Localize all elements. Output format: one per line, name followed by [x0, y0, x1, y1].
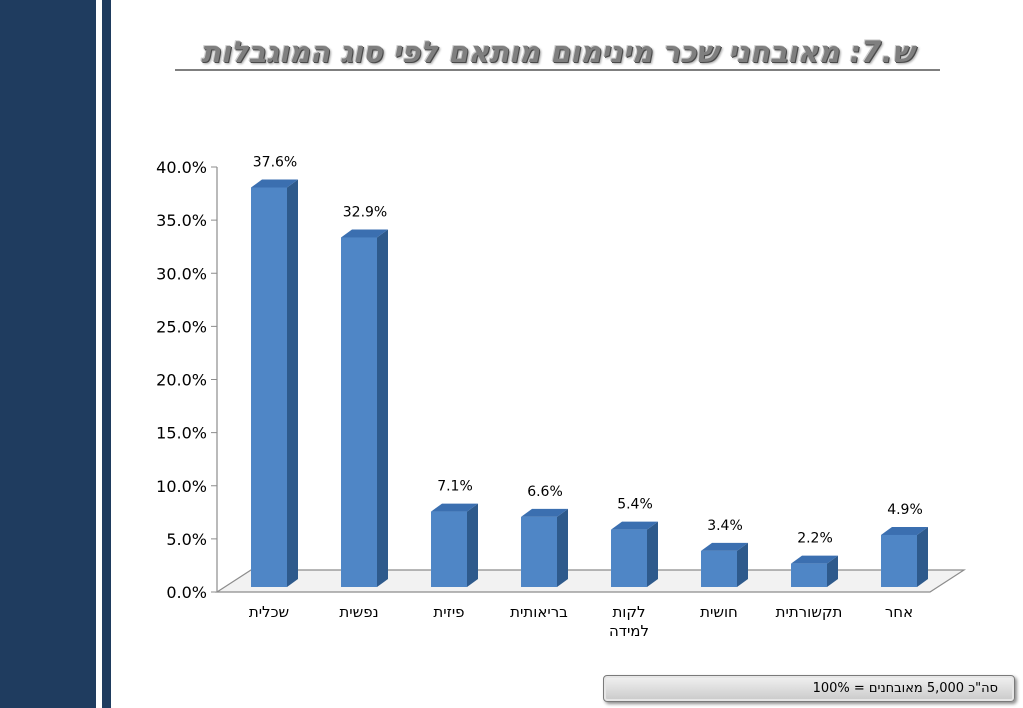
footer-note: סה"כ 5,000 מאובחנים = 100% — [812, 681, 998, 696]
bar — [521, 516, 557, 587]
sidebar-stripe — [102, 0, 111, 708]
data-label: 6.6% — [527, 484, 563, 500]
bar-top — [701, 542, 748, 551]
bar — [251, 187, 287, 587]
y-tick-label: 30.0% — [156, 264, 207, 283]
bar — [881, 534, 917, 587]
x-tick-label: למידה — [609, 622, 649, 640]
bar-top — [881, 526, 928, 535]
bar-top — [791, 555, 838, 564]
bar-side — [287, 179, 298, 587]
y-tick-label: 40.0% — [156, 158, 207, 177]
x-tick-label: אחר — [885, 603, 913, 621]
bar — [431, 511, 467, 587]
sidebar-gap — [96, 0, 102, 708]
bar-top — [611, 521, 658, 530]
bar — [611, 529, 647, 587]
bar-top — [341, 229, 388, 238]
data-label: 3.4% — [707, 518, 743, 534]
data-label: 2.2% — [797, 531, 833, 547]
y-tick-label: 10.0% — [156, 477, 207, 496]
x-tick-label: תקשורתית — [776, 603, 843, 621]
bar-side — [377, 229, 388, 587]
y-tick-label: 5.0% — [166, 530, 207, 549]
y-tick-label: 15.0% — [156, 424, 207, 443]
x-tick-label: נפשית — [339, 603, 378, 621]
data-label: 7.1% — [437, 479, 473, 495]
data-label: 4.9% — [887, 502, 923, 518]
chart-floor — [214, 569, 967, 593]
bar-chart: 0.0% 5.0% 10.0% 15.0% 20.0% 25.0% 30.0% 35.0% 40… — [156, 155, 967, 640]
bar — [701, 550, 737, 587]
bar — [341, 237, 377, 587]
bar — [791, 563, 827, 587]
x-tick-label: שכלית — [249, 603, 289, 621]
y-tick-label: 35.0% — [156, 211, 207, 230]
data-label: 32.9% — [343, 204, 387, 220]
data-label: 5.4% — [617, 497, 653, 513]
footer-note-box: סה"כ 5,000 מאובחנים = 100% — [603, 675, 1015, 702]
bar-side — [827, 555, 838, 587]
x-tick-label: בריאותית — [510, 603, 568, 621]
bar-top — [431, 503, 478, 512]
slide-title: ש.7: מאובחני שכר מינימום מותאם לפי סוג ה… — [200, 35, 915, 69]
y-tick-label: 25.0% — [156, 317, 207, 336]
sidebar-panel — [0, 0, 96, 708]
y-tick-label: 0.0% — [166, 583, 207, 602]
bar-side — [647, 521, 658, 587]
bar-side — [917, 526, 928, 587]
bar-side — [557, 508, 568, 587]
x-tick-label: לקות — [612, 603, 645, 621]
title-underline — [175, 69, 940, 71]
bar-side — [737, 542, 748, 587]
y-tick-label: 20.0% — [156, 371, 207, 390]
x-tick-label: חושית — [700, 603, 738, 621]
bar-top — [521, 508, 568, 517]
bar-side — [467, 503, 478, 587]
x-tick-label: פיזית — [433, 603, 464, 621]
bar-top — [251, 179, 298, 188]
data-label: 37.6% — [253, 155, 297, 171]
